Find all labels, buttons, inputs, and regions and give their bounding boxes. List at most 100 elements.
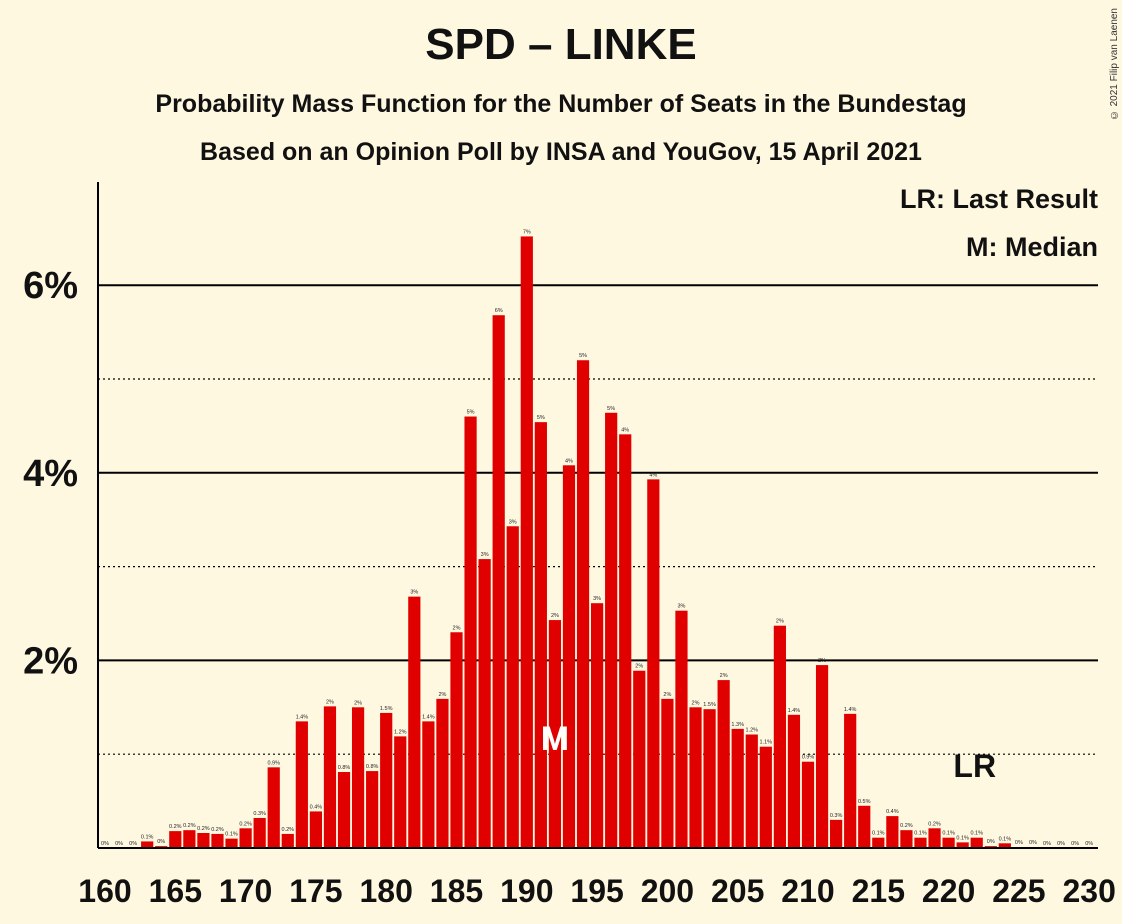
bar-value-label: 0.2% (183, 823, 196, 829)
chart-title: SPD – LINKE (425, 20, 697, 69)
bar (576, 360, 590, 848)
bar (394, 736, 407, 848)
y-tick-label: 6% (23, 265, 78, 307)
bar (183, 830, 196, 848)
bar-value-label: 5% (537, 415, 545, 421)
bar-value-label: 2% (692, 700, 700, 706)
bar-value-label: 0.1% (942, 831, 955, 837)
x-tick-label: 175 (289, 873, 342, 909)
bar (970, 837, 983, 848)
bar (759, 746, 772, 848)
bar-value-label: 1.4% (422, 714, 435, 720)
bar-value-label: 0.4% (886, 809, 899, 815)
bar (661, 698, 674, 848)
bar-value-label: 0.1% (999, 836, 1012, 842)
bar (408, 596, 421, 848)
bar-value-label: 0.1% (914, 831, 927, 837)
bar-value-label: 1.4% (788, 708, 801, 714)
bar (295, 721, 308, 848)
bar (844, 713, 857, 848)
bar-value-label: 2% (453, 625, 461, 631)
bar-value-label: 7% (523, 229, 531, 235)
x-tick-label: 200 (641, 873, 694, 909)
bar (815, 665, 829, 848)
bar (619, 434, 632, 848)
bar (548, 620, 562, 848)
bar (942, 837, 955, 848)
bar (323, 706, 337, 848)
bar (773, 625, 786, 848)
bar (801, 761, 815, 848)
bar-value-label: 2% (663, 692, 671, 698)
bar-value-label: 0.2% (197, 826, 210, 832)
bar-value-label: 0% (1029, 840, 1037, 846)
bar-value-label: 0.9% (267, 760, 280, 766)
bar (534, 422, 547, 848)
bar (141, 841, 154, 848)
bar-value-label: 1.2% (394, 729, 407, 735)
bar (506, 526, 519, 848)
y-tick-label: 2% (23, 640, 78, 682)
bar-value-label: 0.5% (858, 799, 871, 805)
bar-value-label: 0.9% (802, 755, 815, 761)
bar (366, 771, 379, 848)
bar (900, 830, 913, 848)
bar-value-label: 2% (551, 613, 559, 619)
bar (717, 680, 730, 848)
bar (281, 833, 294, 848)
bar-value-label: 0.2% (239, 821, 252, 827)
bar-value-label: 1.1% (760, 740, 773, 746)
bar-value-label: 0% (987, 839, 995, 845)
chart-subtitle-1: Probability Mass Function for the Number… (155, 90, 967, 118)
bar (703, 709, 716, 848)
bar-value-label: 2% (354, 700, 362, 706)
bar-value-label: 0.1% (141, 834, 154, 840)
bar-value-label: 0.2% (211, 827, 224, 833)
bar-value-label: 0% (1057, 841, 1065, 847)
bar-value-label: 3% (593, 596, 601, 602)
legend-last-result: LR: Last Result (899, 184, 1098, 214)
bar-value-label: 5% (579, 353, 587, 359)
bar-value-label: 0.1% (225, 832, 238, 838)
bar (211, 833, 224, 848)
x-tick-label: 230 (1063, 873, 1116, 909)
bar (858, 805, 871, 848)
median-marker: M (541, 720, 569, 758)
bar-value-label: 0.1% (872, 831, 885, 837)
x-tick-label: 210 (781, 873, 834, 909)
bar (787, 714, 801, 848)
bar (267, 767, 280, 848)
bar-value-label: 0% (157, 839, 165, 845)
bar (956, 842, 969, 848)
bar (647, 479, 660, 848)
x-tick-label: 205 (711, 873, 764, 909)
bar-value-label: 0.2% (900, 823, 913, 829)
bar (309, 811, 322, 848)
x-tick-label: 170 (219, 873, 272, 909)
bar-value-label: 1.2% (745, 728, 758, 734)
bar (872, 837, 885, 848)
bar (337, 772, 351, 848)
bar (998, 843, 1011, 848)
x-tick-label: 195 (570, 873, 623, 909)
bar-value-label: 0% (1015, 840, 1023, 846)
bar (830, 819, 843, 848)
chart-subtitle-2: Based on an Opinion Poll by INSA and You… (200, 138, 922, 166)
x-tick-label: 180 (360, 873, 413, 909)
bar-value-label: 2% (438, 692, 446, 698)
bar-value-label: 0% (1085, 841, 1093, 847)
bar (169, 831, 182, 848)
x-tick-label: 215 (852, 873, 905, 909)
bar-value-label: 2% (818, 658, 826, 664)
bar-value-label: 0.2% (282, 827, 295, 833)
x-tick-label: 185 (430, 873, 483, 909)
x-tick-label: 160 (78, 873, 131, 909)
bar-value-label: 3% (509, 519, 517, 525)
bar-value-label: 0% (101, 841, 109, 847)
bar-value-label: 0.4% (310, 804, 323, 810)
bar (745, 734, 758, 848)
bar (253, 817, 266, 848)
bar (605, 412, 618, 848)
bar-value-label: 0% (115, 841, 123, 847)
bar-value-label: 0.3% (830, 813, 843, 819)
